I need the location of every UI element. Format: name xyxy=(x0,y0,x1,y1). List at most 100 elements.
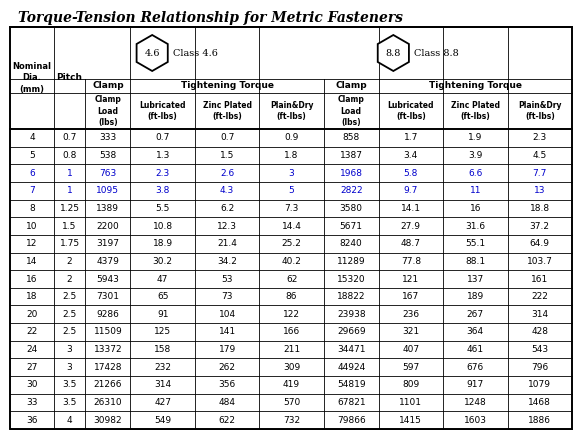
Text: 0.7: 0.7 xyxy=(220,133,234,142)
Text: 44924: 44924 xyxy=(337,363,365,372)
Text: 16: 16 xyxy=(470,204,481,213)
Text: 91: 91 xyxy=(157,310,168,319)
Text: 1.75: 1.75 xyxy=(60,239,79,248)
Text: 1.25: 1.25 xyxy=(60,204,79,213)
Text: 5.8: 5.8 xyxy=(404,169,418,177)
Text: Tightening Torque: Tightening Torque xyxy=(180,81,274,90)
Text: 7.3: 7.3 xyxy=(284,204,299,213)
Text: 88.1: 88.1 xyxy=(465,257,485,266)
Text: 484: 484 xyxy=(219,398,235,407)
Text: 104: 104 xyxy=(219,310,235,319)
Text: Class 4.6: Class 4.6 xyxy=(173,49,218,58)
Text: Lubricated
(ft-lbs): Lubricated (ft-lbs) xyxy=(387,101,434,121)
Text: 222: 222 xyxy=(531,292,548,301)
Text: 2.3: 2.3 xyxy=(532,133,547,142)
Text: 16: 16 xyxy=(26,274,38,284)
Text: 21266: 21266 xyxy=(94,380,122,389)
Text: 0.8: 0.8 xyxy=(63,151,77,160)
Text: 267: 267 xyxy=(467,310,484,319)
Text: 5671: 5671 xyxy=(340,222,362,231)
Text: 14.1: 14.1 xyxy=(401,204,421,213)
Text: 30982: 30982 xyxy=(93,416,122,425)
Text: 5: 5 xyxy=(29,151,35,160)
Text: 676: 676 xyxy=(467,363,484,372)
Text: 137: 137 xyxy=(467,274,484,284)
Text: 10: 10 xyxy=(26,222,38,231)
Text: 166: 166 xyxy=(283,327,300,336)
Text: 189: 189 xyxy=(467,292,484,301)
Text: 917: 917 xyxy=(467,380,484,389)
Text: 9286: 9286 xyxy=(96,310,119,319)
Text: 858: 858 xyxy=(343,133,360,142)
Text: 17428: 17428 xyxy=(94,363,122,372)
Text: 24: 24 xyxy=(26,345,38,354)
Text: 7301: 7301 xyxy=(96,292,119,301)
Text: 4.3: 4.3 xyxy=(220,186,234,195)
Text: 4.5: 4.5 xyxy=(532,151,547,160)
Text: 232: 232 xyxy=(154,363,171,372)
Text: 6.2: 6.2 xyxy=(220,204,234,213)
Text: 6.6: 6.6 xyxy=(468,169,483,177)
Text: 64.9: 64.9 xyxy=(530,239,550,248)
Text: 37.2: 37.2 xyxy=(530,222,550,231)
Text: 12.3: 12.3 xyxy=(217,222,237,231)
Text: 538: 538 xyxy=(99,151,117,160)
Text: 796: 796 xyxy=(531,363,548,372)
Text: 86: 86 xyxy=(286,292,298,301)
Text: 3: 3 xyxy=(289,169,295,177)
Text: 3197: 3197 xyxy=(96,239,119,248)
Text: Plain&Dry
(ft-lbs): Plain&Dry (ft-lbs) xyxy=(518,101,561,121)
Text: 1.9: 1.9 xyxy=(468,133,483,142)
Text: 549: 549 xyxy=(154,416,171,425)
Text: Clamp
Load
(lbs): Clamp Load (lbs) xyxy=(95,95,121,127)
Text: 31.6: 31.6 xyxy=(465,222,485,231)
Text: 30.2: 30.2 xyxy=(153,257,173,266)
Text: 356: 356 xyxy=(219,380,235,389)
Text: 461: 461 xyxy=(467,345,484,354)
Text: 211: 211 xyxy=(283,345,300,354)
Text: 3.8: 3.8 xyxy=(155,186,170,195)
Text: 40.2: 40.2 xyxy=(282,257,302,266)
Text: 2.6: 2.6 xyxy=(220,169,234,177)
Text: 427: 427 xyxy=(154,398,171,407)
Text: 4.6: 4.6 xyxy=(144,49,160,58)
Text: 1079: 1079 xyxy=(528,380,551,389)
Text: 11289: 11289 xyxy=(337,257,365,266)
Text: 2: 2 xyxy=(67,257,72,266)
Text: 13372: 13372 xyxy=(93,345,122,354)
Text: 73: 73 xyxy=(222,292,233,301)
Text: 25.2: 25.2 xyxy=(282,239,302,248)
Text: 27.9: 27.9 xyxy=(401,222,421,231)
Text: 4: 4 xyxy=(67,416,72,425)
Text: 5.5: 5.5 xyxy=(155,204,170,213)
Text: 0.7: 0.7 xyxy=(155,133,170,142)
Text: 48.7: 48.7 xyxy=(401,239,421,248)
Text: 407: 407 xyxy=(403,345,419,354)
Text: 309: 309 xyxy=(283,363,300,372)
Text: 36: 36 xyxy=(26,416,38,425)
Text: 4: 4 xyxy=(29,133,35,142)
Text: 3.4: 3.4 xyxy=(404,151,418,160)
Text: 597: 597 xyxy=(402,363,419,372)
Text: 262: 262 xyxy=(219,363,235,372)
Text: 2.5: 2.5 xyxy=(63,327,77,336)
Text: 2822: 2822 xyxy=(340,186,362,195)
Text: 1248: 1248 xyxy=(464,398,487,407)
Text: 4379: 4379 xyxy=(96,257,119,266)
Text: 26310: 26310 xyxy=(93,398,122,407)
Text: 53: 53 xyxy=(222,274,233,284)
Text: Torque-Tension Relationship for Metric Fasteners: Torque-Tension Relationship for Metric F… xyxy=(18,11,403,25)
Text: 77.8: 77.8 xyxy=(401,257,421,266)
Text: 1387: 1387 xyxy=(340,151,362,160)
Text: 8.8: 8.8 xyxy=(386,49,401,58)
Text: 15320: 15320 xyxy=(337,274,365,284)
Text: 121: 121 xyxy=(403,274,419,284)
Text: 3.5: 3.5 xyxy=(63,398,77,407)
Text: 0.9: 0.9 xyxy=(284,133,299,142)
Text: 8: 8 xyxy=(29,204,35,213)
Text: 18822: 18822 xyxy=(337,292,365,301)
Text: 141: 141 xyxy=(219,327,235,336)
Text: 1.7: 1.7 xyxy=(404,133,418,142)
Text: 14: 14 xyxy=(26,257,38,266)
Text: 11: 11 xyxy=(470,186,481,195)
